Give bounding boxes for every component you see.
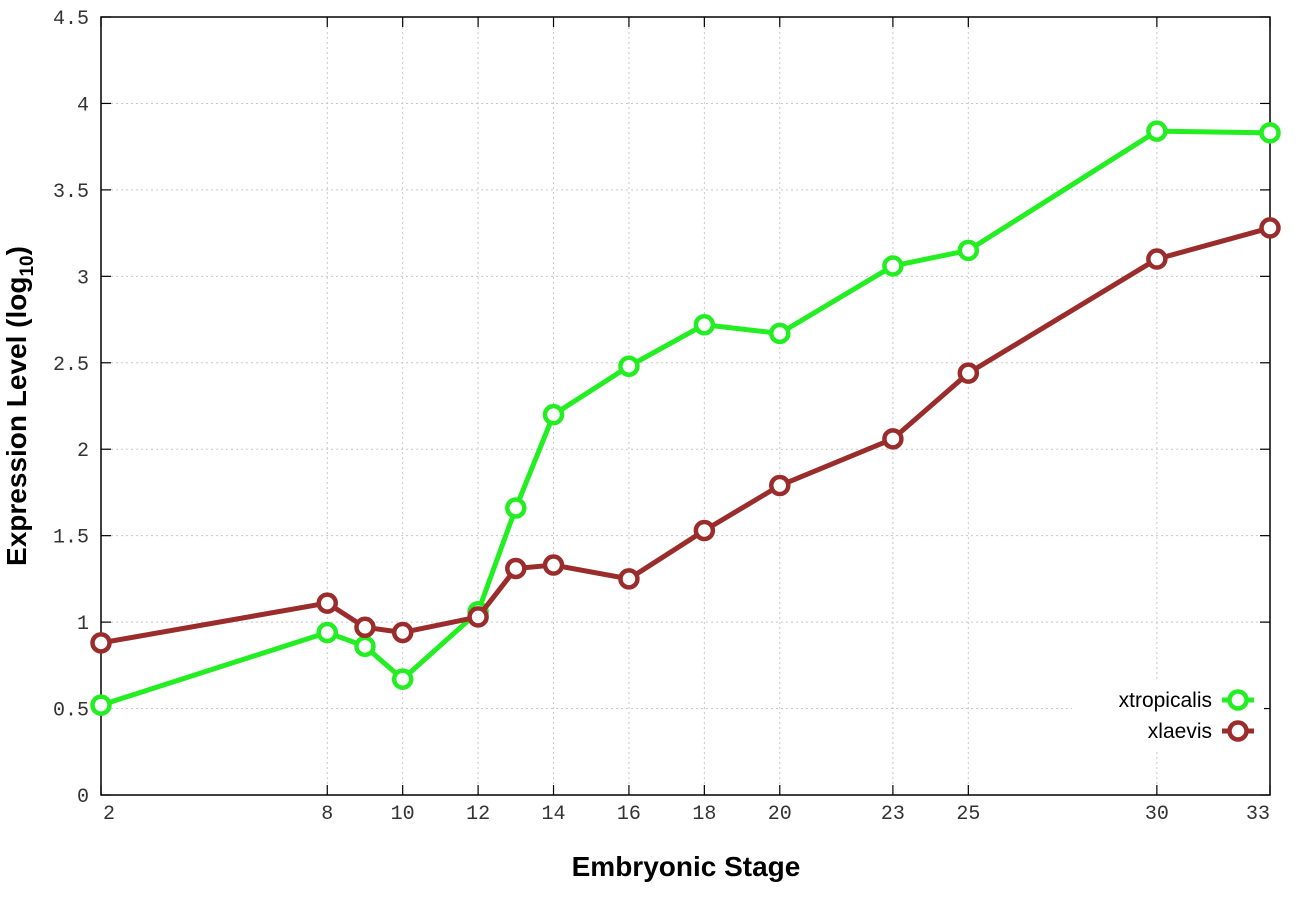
y-tick-label: 0.5 [53, 700, 89, 723]
data-point-xtropicalis [354, 635, 376, 658]
data-point-xlaevis [505, 557, 527, 580]
y-tick-label: 2 [77, 440, 89, 463]
legend-label: xtropicalis [1119, 689, 1212, 712]
series-line-xlaevis [98, 225, 1273, 646]
grid [101, 17, 1270, 795]
x-tick-label: 25 [956, 803, 980, 826]
data-point-xlaevis [769, 474, 791, 497]
x-tick-label: 18 [692, 803, 716, 826]
y-tick-label: 4.5 [53, 8, 89, 31]
data-point-xtropicalis [542, 403, 565, 426]
data-point-xlaevis [957, 362, 980, 384]
y-axis-title: Expression Level (log10) [1, 246, 38, 566]
data-point-xlaevis [90, 632, 112, 654]
x-tick-label: 8 [321, 803, 333, 826]
legend-swatch-marker [1227, 689, 1249, 711]
y-axis-title-main: Expression Level (log [1, 277, 32, 566]
legend-swatch-marker [1227, 720, 1249, 742]
axis-ticks: 0 0.5 1 1.5 2 2.5 3 3.5 4 4.5 2 8 10 12 14 16 18 20 23 25 30… [53, 8, 1271, 826]
data-point-xlaevis [1146, 248, 1168, 270]
x-tick-label: 20 [768, 803, 792, 826]
data-point-xlaevis [391, 621, 414, 644]
data-point-xlaevis [693, 519, 716, 542]
data-point-xtropicalis [391, 668, 414, 690]
legend-item-xtropicalis: xtropicalis [1119, 689, 1254, 712]
data-point-xlaevis [1259, 217, 1281, 239]
data-point-xlaevis [882, 428, 904, 450]
data-point-xtropicalis [1146, 120, 1168, 142]
x-tick-label: 33 [1246, 803, 1270, 826]
y-tick-label: 0 [77, 786, 89, 809]
data-point-xlaevis [354, 616, 376, 639]
data-point-xlaevis [542, 554, 565, 576]
y-tick-label: 3 [77, 267, 89, 290]
data-point-xtropicalis [769, 322, 791, 345]
x-tick-label: 23 [881, 803, 905, 826]
data-point-xtropicalis [882, 255, 904, 277]
data-point-xtropicalis [618, 355, 640, 377]
x-tick-label: 30 [1145, 803, 1169, 826]
data-point-xtropicalis [316, 621, 339, 644]
x-tick-label: 16 [617, 803, 641, 826]
y-axis-title-subscript: 10 [17, 255, 38, 276]
data-point-xtropicalis [505, 497, 527, 519]
data-point-xtropicalis [957, 239, 980, 262]
y-axis-title-suffix: ) [1, 246, 32, 255]
legend-item-xlaevis: xlaevis [1148, 720, 1254, 743]
series-line-xtropicalis [98, 128, 1273, 708]
x-axis-title: Embryonic Stage [572, 851, 801, 882]
plot-frame [100, 16, 1271, 796]
y-tick-label: 1.5 [53, 527, 89, 550]
x-tick-label: 14 [542, 803, 566, 826]
y-tick-label: 3.5 [53, 181, 89, 204]
x-tick-label: 10 [391, 803, 415, 826]
x-tick-label: 12 [466, 803, 490, 826]
series-layer [90, 120, 1281, 716]
data-point-xlaevis [618, 568, 640, 590]
series-xtropicalis [90, 120, 1281, 716]
data-point-xlaevis [467, 606, 489, 628]
legend-label: xlaevis [1148, 720, 1212, 743]
legend: xtropicalis xlaevis [1072, 682, 1264, 750]
data-point-xtropicalis [1259, 122, 1281, 144]
data-point-xlaevis [316, 592, 339, 614]
series-xlaevis [90, 217, 1281, 654]
y-tick-label: 2.5 [53, 354, 89, 377]
data-point-xtropicalis [693, 313, 716, 336]
data-point-xtropicalis [90, 694, 112, 716]
x-tick-label: 2 [103, 803, 115, 826]
y-tick-label: 1 [77, 613, 89, 636]
y-tick-label: 4 [77, 94, 89, 117]
